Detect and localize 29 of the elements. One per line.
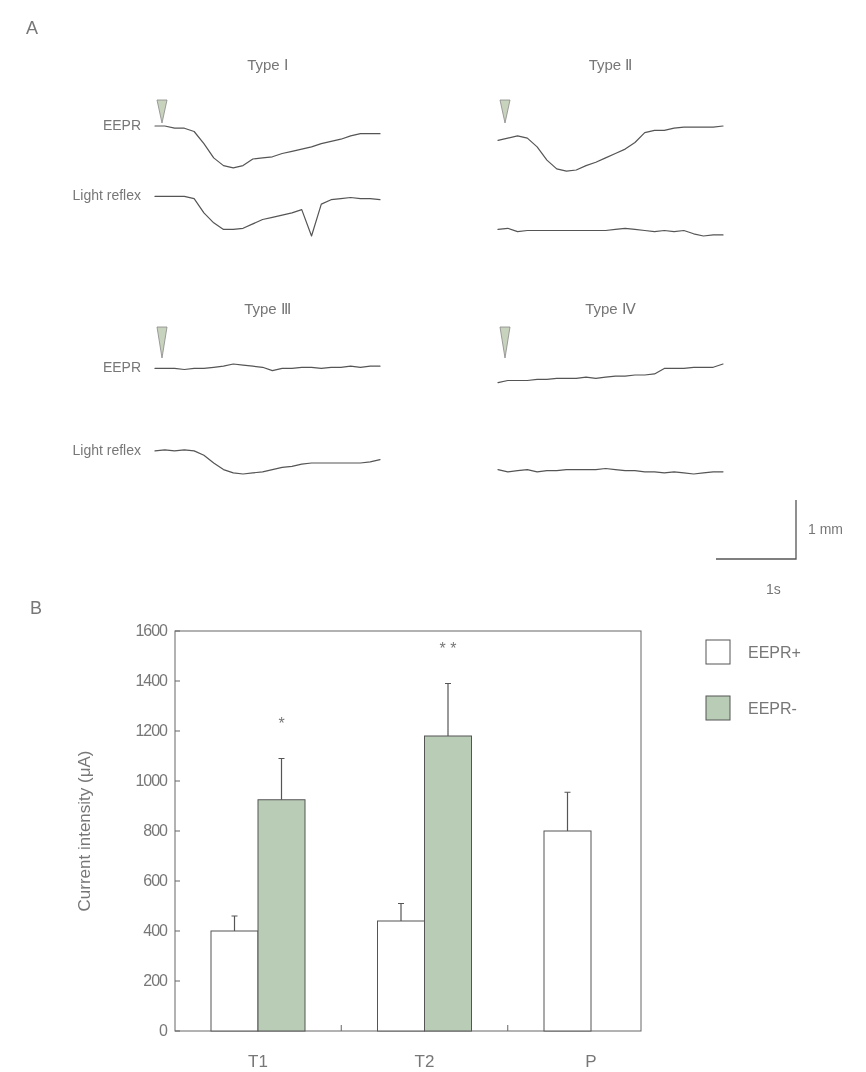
y-tick-label: 1200	[135, 722, 169, 739]
y-tick-label: 1000	[135, 772, 169, 789]
x-tick-label: T1	[248, 1052, 268, 1071]
x-tick-label: P	[585, 1052, 597, 1071]
series-label: Light reflex	[72, 441, 141, 458]
text: 1s	[766, 581, 781, 597]
legend-label: EEPR+	[748, 644, 801, 661]
text: A	[26, 18, 39, 38]
y-tick-label: 1400	[135, 672, 169, 689]
chart-title: Type Ⅲ	[244, 300, 291, 317]
chart-title: Type Ⅰ	[247, 56, 288, 73]
series-label: EEPR	[102, 359, 141, 376]
chart-title: Type Ⅳ	[585, 300, 636, 317]
y-tick-label: 200	[143, 972, 169, 989]
series-label: EEPR	[102, 117, 141, 133]
annotation: *	[278, 714, 285, 732]
x-tick-label: T2	[414, 1052, 435, 1071]
chart-title: Type Ⅱ	[588, 56, 633, 73]
text: 1 mm	[808, 521, 843, 537]
y-tick-label: 600	[143, 872, 169, 889]
y-tick-label: 0	[159, 1022, 169, 1039]
y-tick-label: 1600	[135, 622, 169, 639]
y-axis-title: Current intensity (μA)	[75, 750, 94, 912]
annotation: * *	[439, 639, 457, 657]
y-tick-label: 400	[143, 922, 169, 939]
legend-label: EEPR-	[748, 700, 797, 717]
y-tick-label: 800	[143, 822, 169, 839]
text: B	[30, 598, 43, 618]
series-label: Light reflex	[72, 187, 141, 204]
